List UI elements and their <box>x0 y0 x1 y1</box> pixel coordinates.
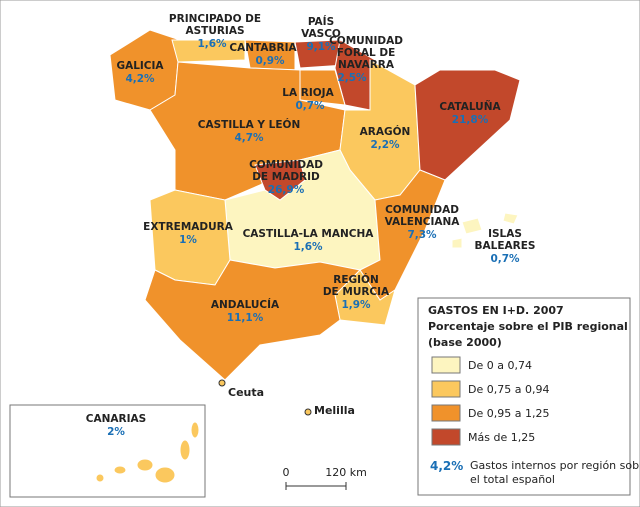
canarias <box>95 421 200 484</box>
region-name: REGIÓN <box>333 273 379 286</box>
legend-swatch <box>431 380 461 398</box>
region-name: COMUNIDAD <box>385 204 459 216</box>
madrid <box>254 159 306 201</box>
region-name: ANDALUCÍA <box>211 298 280 311</box>
region-value: 21,8% <box>452 114 489 126</box>
asturias <box>171 39 246 63</box>
andalucia <box>144 259 362 381</box>
scale-distance: 120 km <box>325 466 367 479</box>
region-value: 2% <box>107 426 125 438</box>
region-value: 9,1% <box>306 41 336 53</box>
region-name: DE MADRID <box>252 171 320 183</box>
region-name: NAVARRA <box>338 59 395 71</box>
region-name: ARAGÓN <box>360 125 411 138</box>
valencia <box>359 169 446 301</box>
region-value: 0,9% <box>255 55 285 67</box>
menorca <box>502 212 519 225</box>
region-value: 1,9% <box>341 299 371 311</box>
legend: GASTOS EN I+D. 2007 Porcentaje sobre el … <box>417 297 640 496</box>
city-label: Ceuta <box>228 386 264 399</box>
legend-swatch <box>431 404 461 422</box>
navarra <box>334 39 376 111</box>
region-name: LA RIOJA <box>282 87 334 99</box>
legend-subtitle: (base 2000) <box>428 336 502 349</box>
note-text: el total español <box>470 473 555 486</box>
scale-bar: 0 120 km <box>283 466 367 490</box>
legend-label: De 0 a 0,74 <box>468 359 532 372</box>
region-value: 26,9% <box>268 184 305 196</box>
legend-label: De 0,95 a 1,25 <box>468 407 549 420</box>
legend-title: GASTOS EN I+D. 2007 <box>428 304 564 317</box>
region-value: 2,2% <box>370 139 400 151</box>
melilla-marker <box>304 408 312 416</box>
region-name: CANARIAS <box>86 413 146 425</box>
region-name: VALENCIANA <box>385 216 461 228</box>
legend-label: Más de 1,25 <box>468 431 535 444</box>
region-name: COMUNIDAD <box>329 35 403 47</box>
legend-subtitle: Porcentaje sobre el PIB regional <box>428 320 628 333</box>
region-name: PAÍS <box>308 15 334 28</box>
region-value: 0,7% <box>490 253 520 265</box>
region-value: 0,7% <box>295 100 325 112</box>
region-name: CATALUÑA <box>439 100 501 113</box>
region-name: CASTILLA-LA MANCHA <box>243 228 375 240</box>
region-value: 4,2% <box>125 73 155 85</box>
region-value: 1% <box>179 234 197 246</box>
region-name: CANTABRIA <box>229 42 297 54</box>
mallorca <box>461 217 483 235</box>
region-name: PRINCIPADO DE <box>169 13 261 25</box>
scale-zero: 0 <box>283 466 290 479</box>
city-label: Melilla <box>314 404 355 417</box>
note-text: Gastos internos por región sobre <box>470 459 640 472</box>
region-name: COMUNIDAD <box>249 159 323 171</box>
region-value: 2,5% <box>337 72 367 84</box>
ibiza <box>451 237 463 249</box>
region-name: FORAL DE <box>337 47 396 59</box>
region-value: 1,6% <box>197 38 227 50</box>
region-name: CASTILLA Y LEÓN <box>198 118 300 131</box>
region-value: 7,3% <box>407 229 437 241</box>
region-value: 11,1% <box>227 312 264 324</box>
region-name: DE MURCIA <box>323 286 390 298</box>
legend-label: De 0,75 a 0,94 <box>468 383 549 396</box>
region-name: VASCO <box>301 28 341 40</box>
region-name: EXTREMADURA <box>143 221 234 233</box>
ceuta-marker <box>218 379 226 387</box>
legend-swatch <box>431 428 461 446</box>
region-value: 1,6% <box>293 241 323 253</box>
region-name: ISLAS <box>488 228 522 240</box>
region-name: ASTURIAS <box>185 25 244 37</box>
region-value: 4,7% <box>234 132 264 144</box>
region-name: BALEARES <box>475 240 536 252</box>
note-value: 4,2% <box>430 459 463 473</box>
region-name: GALICIA <box>116 60 164 72</box>
inset-frame <box>9 404 206 498</box>
regions <box>109 29 521 381</box>
legend-swatch <box>431 356 461 374</box>
